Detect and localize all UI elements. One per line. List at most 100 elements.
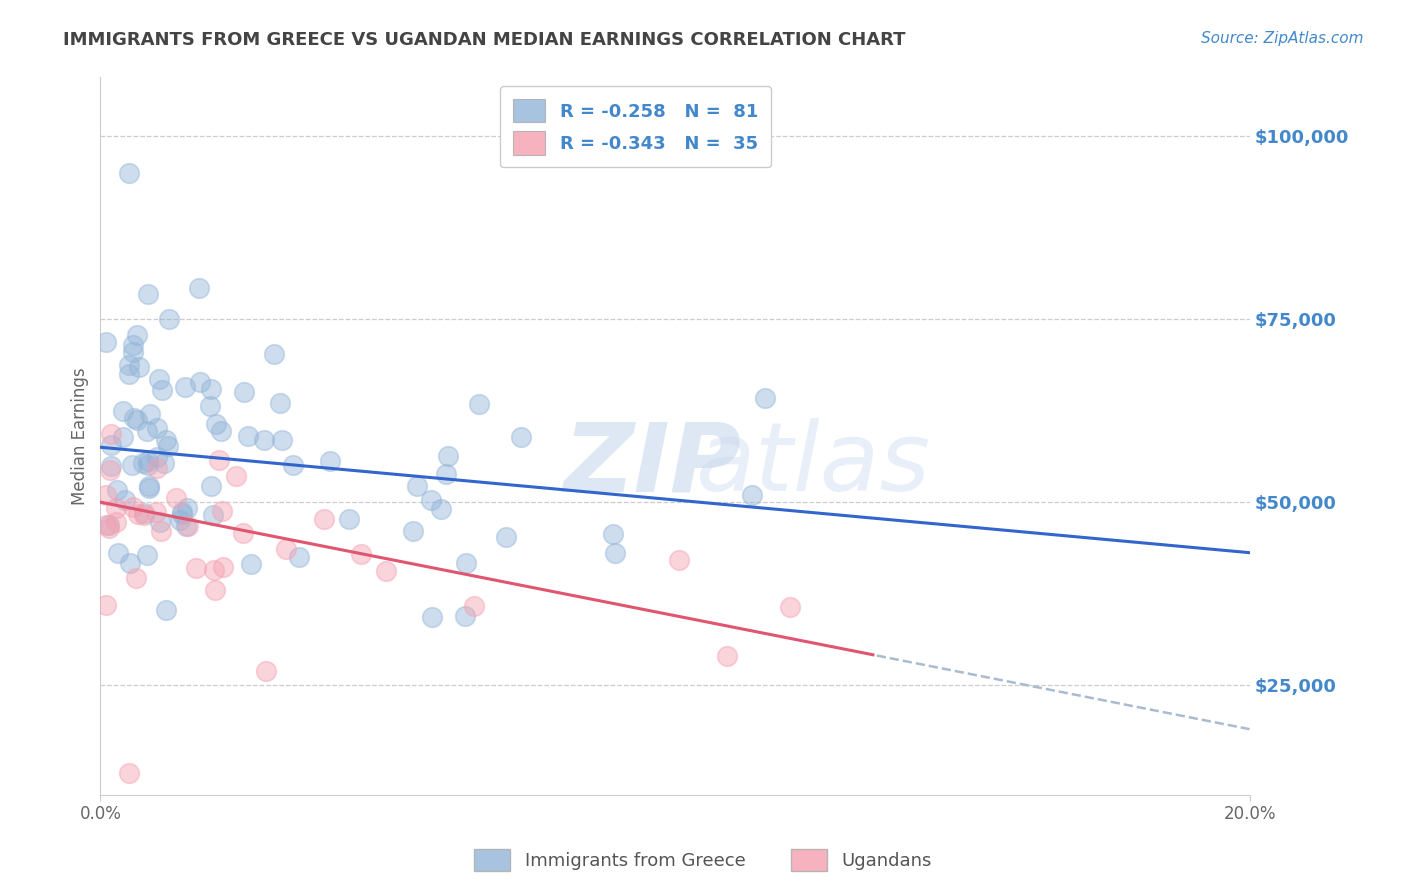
Y-axis label: Median Earnings: Median Earnings (72, 368, 89, 505)
Point (419, 493, 441, 508)
Point (211, 503, 233, 517)
Point (104, 516, 127, 530)
Point (668, 553, 690, 567)
Point (312, 511, 335, 525)
Point (495, 530, 517, 544)
Point (198, 400, 221, 414)
Point (121, 338, 143, 352)
Point (337, 512, 360, 526)
Point (754, 391, 776, 405)
Point (454, 608, 477, 623)
Point (94, 598, 117, 612)
Point (122, 345, 145, 359)
Legend: R = -0.258   N =  81, R = -0.343   N =  35: R = -0.258 N = 81, R = -0.343 N = 35 (501, 87, 770, 167)
Point (283, 458, 305, 472)
Point (350, 547, 373, 561)
Point (467, 397, 489, 411)
Point (124, 571, 146, 585)
Point (105, 483, 128, 497)
Point (105, 500, 128, 515)
Point (149, 515, 172, 529)
Point (136, 454, 159, 468)
Point (155, 603, 177, 617)
Text: Source: ZipAtlas.com: Source: ZipAtlas.com (1201, 31, 1364, 46)
Point (406, 479, 429, 493)
Point (233, 384, 256, 399)
Point (211, 559, 233, 574)
Point (138, 481, 160, 495)
Point (454, 557, 477, 571)
Point (150, 383, 173, 397)
Point (263, 346, 285, 360)
Point (319, 454, 342, 468)
Point (254, 664, 277, 678)
Point (174, 519, 197, 533)
Point (98, 463, 121, 477)
Point (100, 438, 122, 452)
Point (100, 458, 122, 473)
Point (159, 311, 181, 326)
Point (176, 501, 198, 516)
Point (779, 600, 801, 615)
Point (204, 583, 226, 598)
Point (172, 505, 194, 519)
Point (187, 281, 209, 295)
Point (146, 460, 169, 475)
Point (122, 500, 145, 514)
Point (111, 404, 134, 418)
Point (204, 417, 226, 432)
Point (269, 396, 291, 410)
Point (118, 358, 141, 372)
Point (176, 518, 198, 533)
Point (741, 488, 763, 502)
Point (148, 372, 170, 386)
Point (98, 520, 121, 534)
Point (434, 467, 457, 482)
Point (169, 512, 191, 526)
Point (118, 766, 141, 780)
Point (118, 367, 141, 381)
Point (135, 548, 157, 562)
Point (96, 517, 118, 532)
Point (232, 525, 254, 540)
Point (252, 433, 274, 447)
Point (208, 453, 231, 467)
Point (136, 287, 159, 301)
Text: atlas: atlas (696, 418, 931, 511)
Point (209, 424, 232, 438)
Point (603, 546, 626, 560)
Point (170, 507, 193, 521)
Point (238, 429, 260, 443)
Point (146, 450, 169, 465)
Point (135, 424, 157, 438)
Point (271, 434, 294, 448)
Point (463, 599, 485, 613)
Point (97, 517, 120, 532)
Point (127, 507, 149, 521)
Point (149, 524, 172, 538)
Point (94, 335, 117, 350)
Point (146, 421, 169, 435)
Point (240, 558, 263, 572)
Point (401, 524, 423, 539)
Point (202, 563, 225, 577)
Point (375, 564, 398, 578)
Point (121, 458, 143, 472)
Point (430, 502, 453, 516)
Point (138, 479, 160, 493)
Point (111, 430, 134, 444)
Point (128, 360, 150, 375)
Point (155, 433, 177, 447)
Point (132, 456, 155, 470)
Point (122, 411, 145, 425)
Point (200, 382, 222, 396)
Point (420, 610, 443, 624)
Point (139, 408, 162, 422)
Text: ZIP: ZIP (562, 418, 741, 511)
Legend: Immigrants from Greece, Ugandans: Immigrants from Greece, Ugandans (467, 842, 939, 879)
Point (152, 456, 174, 470)
Point (201, 508, 224, 523)
Point (602, 526, 624, 541)
Point (437, 449, 460, 463)
Point (225, 469, 247, 483)
